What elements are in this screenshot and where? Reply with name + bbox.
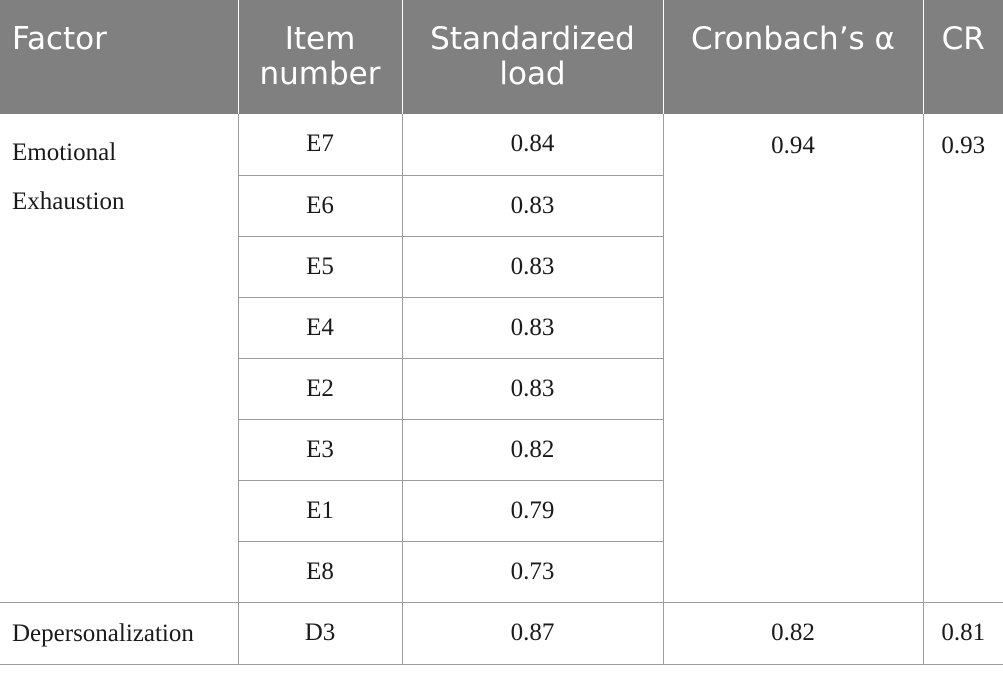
header-item-number-line1: Item	[284, 21, 356, 57]
header-cronbach-alpha: Cronbach’s α	[662, 0, 923, 114]
standardized-load-cell: 0.83	[401, 235, 664, 298]
header-item-number-line2: number	[259, 56, 381, 92]
header-item-number: Item number	[237, 0, 402, 114]
cronbach-alpha-cell: 0.82	[662, 601, 924, 665]
factor-cell-depersonalization: Depersonalization	[0, 601, 239, 665]
standardized-load-cell: 0.73	[401, 540, 664, 603]
table-row: Emotional Exhaustion E7 0.84 0.94 0.93	[0, 114, 1003, 603]
table-row: E1 0.79	[0, 479, 1003, 542]
standardized-load-cell: 0.82	[401, 418, 664, 481]
table-row: E3 0.82	[0, 418, 1003, 481]
cr-cell: 0.81	[922, 601, 1003, 665]
table-row: E4 0.83	[0, 296, 1003, 359]
standardized-load-cell: 0.83	[401, 296, 664, 359]
header-factor: Factor	[0, 0, 238, 114]
header-standardized-load: Standardized load	[401, 0, 663, 114]
item-number-cell: E2	[237, 357, 403, 420]
standardized-load-cell: 0.84	[401, 114, 664, 176]
item-number-cell: E5	[237, 235, 403, 298]
table-row: Depersonalization D3 0.87 0.82 0.81	[0, 601, 1003, 665]
cronbach-alpha-cell: 0.94	[662, 114, 924, 603]
standardized-load-cell: 0.79	[401, 479, 664, 542]
item-number-cell: E3	[237, 418, 403, 481]
item-number-cell: E8	[237, 540, 403, 603]
header-standardized-load-line2: load	[499, 56, 566, 92]
item-number-cell: E7	[237, 114, 403, 176]
cr-cell: 0.93	[922, 114, 1003, 603]
factor-label-line2: Exhaustion	[12, 188, 125, 215]
standardized-load-cell: 0.87	[401, 601, 664, 665]
factor-cell-emotional-exhaustion: Emotional Exhaustion	[0, 114, 239, 603]
factor-loading-table: Factor Item number Standardized load Cro…	[0, 0, 1003, 665]
item-number-cell: E1	[237, 479, 403, 542]
header-standardized-load-line1: Standardized	[430, 21, 635, 57]
header-row: Factor Item number Standardized load Cro…	[0, 0, 1003, 114]
item-number-cell: D3	[237, 601, 403, 665]
header-cr: CR	[922, 0, 1003, 114]
standardized-load-cell: 0.83	[401, 357, 664, 420]
item-number-cell: E4	[237, 296, 403, 359]
standardized-load-cell: 0.83	[401, 174, 664, 237]
factor-label-line1: Emotional	[12, 139, 117, 166]
item-number-cell: E6	[237, 174, 403, 237]
table-row: E6 0.83	[0, 174, 1003, 237]
table-row: E8 0.73	[0, 540, 1003, 603]
